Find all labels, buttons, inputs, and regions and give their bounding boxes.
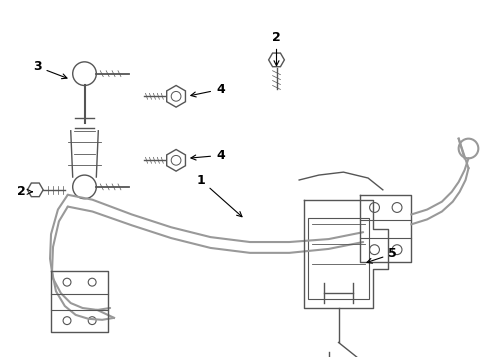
Text: 4: 4 [191,149,225,162]
Text: 4: 4 [191,83,225,97]
Text: 2: 2 [272,31,281,66]
Text: 1: 1 [196,174,242,217]
Text: 2: 2 [17,185,32,198]
Text: 5: 5 [367,247,397,263]
Text: 3: 3 [33,60,67,79]
